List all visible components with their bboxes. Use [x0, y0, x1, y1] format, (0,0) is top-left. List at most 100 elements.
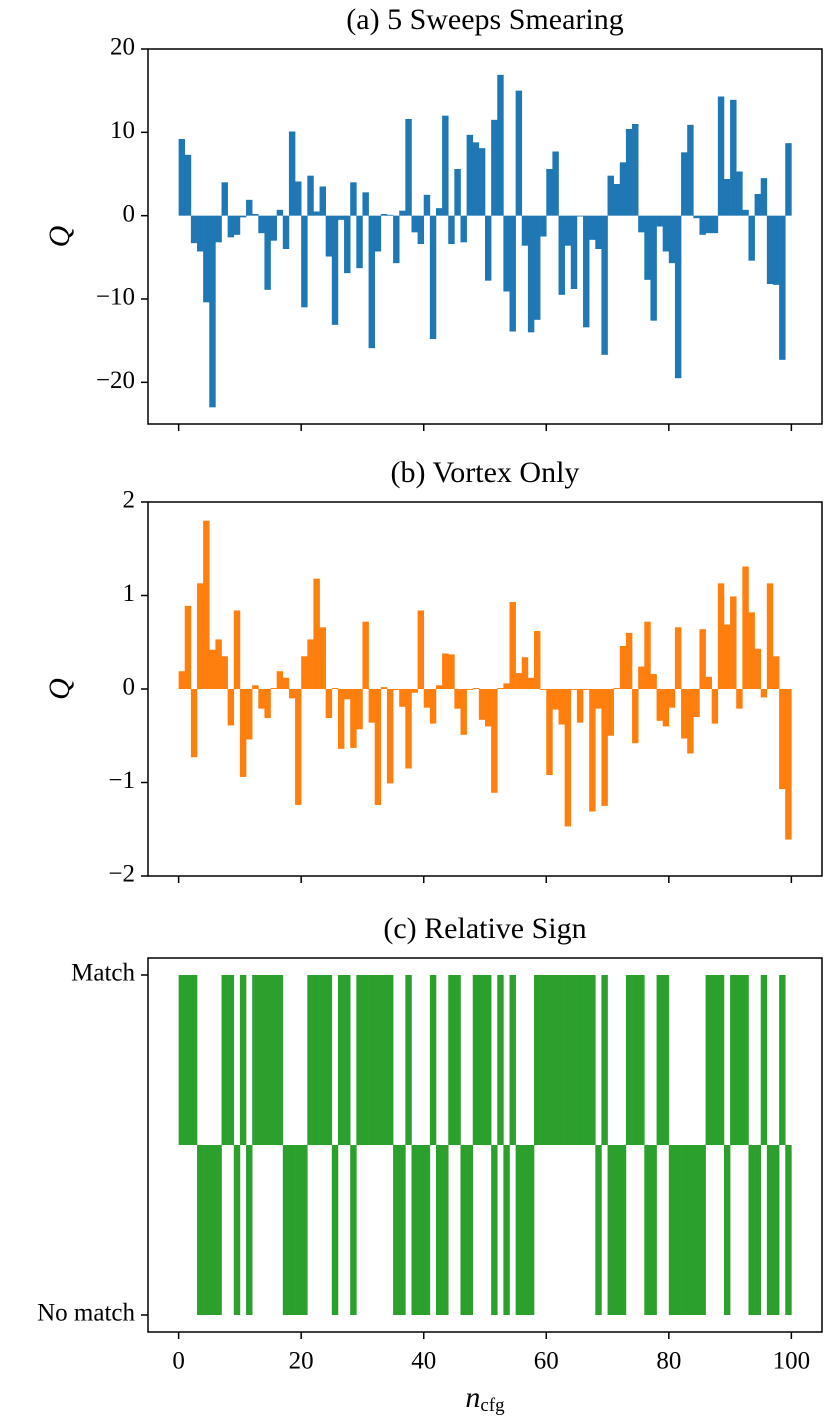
bar [448, 975, 455, 1145]
bar [687, 689, 694, 754]
bar [625, 975, 633, 1145]
bar [246, 1145, 253, 1315]
bar [589, 689, 596, 812]
bar [423, 194, 431, 216]
bar [723, 624, 731, 689]
bar [178, 139, 186, 216]
bar [258, 215, 265, 234]
bar [331, 1145, 339, 1315]
bar [344, 689, 351, 700]
bar [766, 583, 774, 689]
bar [491, 689, 498, 793]
bar [466, 1145, 474, 1315]
bar [711, 975, 719, 1145]
x-axis-label-subscript: cfg [480, 1395, 505, 1416]
bar [301, 1145, 308, 1315]
bar [190, 975, 198, 1145]
bar [705, 215, 713, 234]
bar [288, 1145, 296, 1315]
y-tick-label: −20 [96, 367, 135, 394]
bar [178, 975, 186, 1145]
bar [779, 975, 786, 1145]
bar [374, 215, 382, 252]
bar [276, 671, 284, 689]
y-tick-label: 2 [123, 487, 136, 514]
bar [509, 975, 516, 1145]
bar [772, 215, 780, 285]
bar [515, 673, 523, 689]
axes-frame [147, 501, 823, 877]
bar [619, 1145, 627, 1315]
y-tick-label: −10 [96, 284, 135, 311]
bar [227, 975, 235, 1145]
bar [650, 674, 657, 689]
bar [754, 1145, 762, 1315]
bar [362, 621, 369, 689]
bar [454, 689, 461, 709]
bar [448, 654, 455, 689]
bar [380, 975, 388, 1145]
bar [613, 1145, 621, 1315]
bar [460, 689, 467, 735]
bar [288, 131, 296, 216]
bar [521, 657, 529, 689]
bar [282, 677, 290, 689]
bar [252, 975, 259, 1145]
bar [399, 210, 406, 216]
bar [184, 975, 192, 1145]
bar [411, 689, 418, 693]
bar [411, 215, 418, 233]
bar [319, 975, 326, 1145]
y-tick-label: −2 [108, 861, 135, 888]
bar [760, 178, 768, 216]
bar [607, 1145, 614, 1315]
bar [662, 975, 670, 1145]
bar [583, 975, 590, 1145]
bar [619, 162, 627, 216]
bar [681, 152, 688, 216]
bar [760, 689, 768, 698]
bar [650, 1145, 657, 1315]
bar [399, 689, 406, 707]
bar [368, 215, 376, 349]
bar [197, 1145, 204, 1315]
bar [497, 688, 504, 689]
bar [674, 215, 682, 379]
y-tick-label: 20 [110, 34, 135, 61]
bar [221, 975, 228, 1145]
bar [564, 975, 572, 1145]
y-tick-label: 0 [123, 674, 136, 701]
bar [570, 215, 578, 289]
x-tick-label: 80 [656, 1348, 681, 1375]
bar [270, 975, 277, 1145]
bar [282, 215, 290, 249]
y-axis-label: Q [43, 678, 76, 700]
bar [344, 975, 351, 1145]
bar [478, 975, 486, 1145]
bar [693, 215, 700, 219]
bar [570, 689, 578, 690]
bar [625, 632, 633, 689]
bar [239, 689, 247, 777]
bar [723, 1145, 731, 1315]
bar [264, 975, 271, 1145]
panel-title: (b) Vortex Only [391, 456, 580, 489]
bar [546, 975, 553, 1145]
bar [687, 124, 694, 216]
bar [613, 184, 621, 216]
bar [674, 1145, 682, 1315]
bar [699, 629, 706, 689]
bar [534, 975, 541, 1145]
bar [325, 215, 333, 257]
bar [607, 175, 614, 216]
bar [491, 1145, 498, 1315]
bar [552, 151, 559, 216]
bar [583, 215, 590, 328]
bar [258, 975, 265, 1145]
bar [221, 656, 228, 689]
bar [178, 671, 186, 689]
bar [754, 648, 762, 689]
bar [595, 215, 602, 249]
bar [313, 975, 320, 1145]
bar [607, 689, 614, 736]
